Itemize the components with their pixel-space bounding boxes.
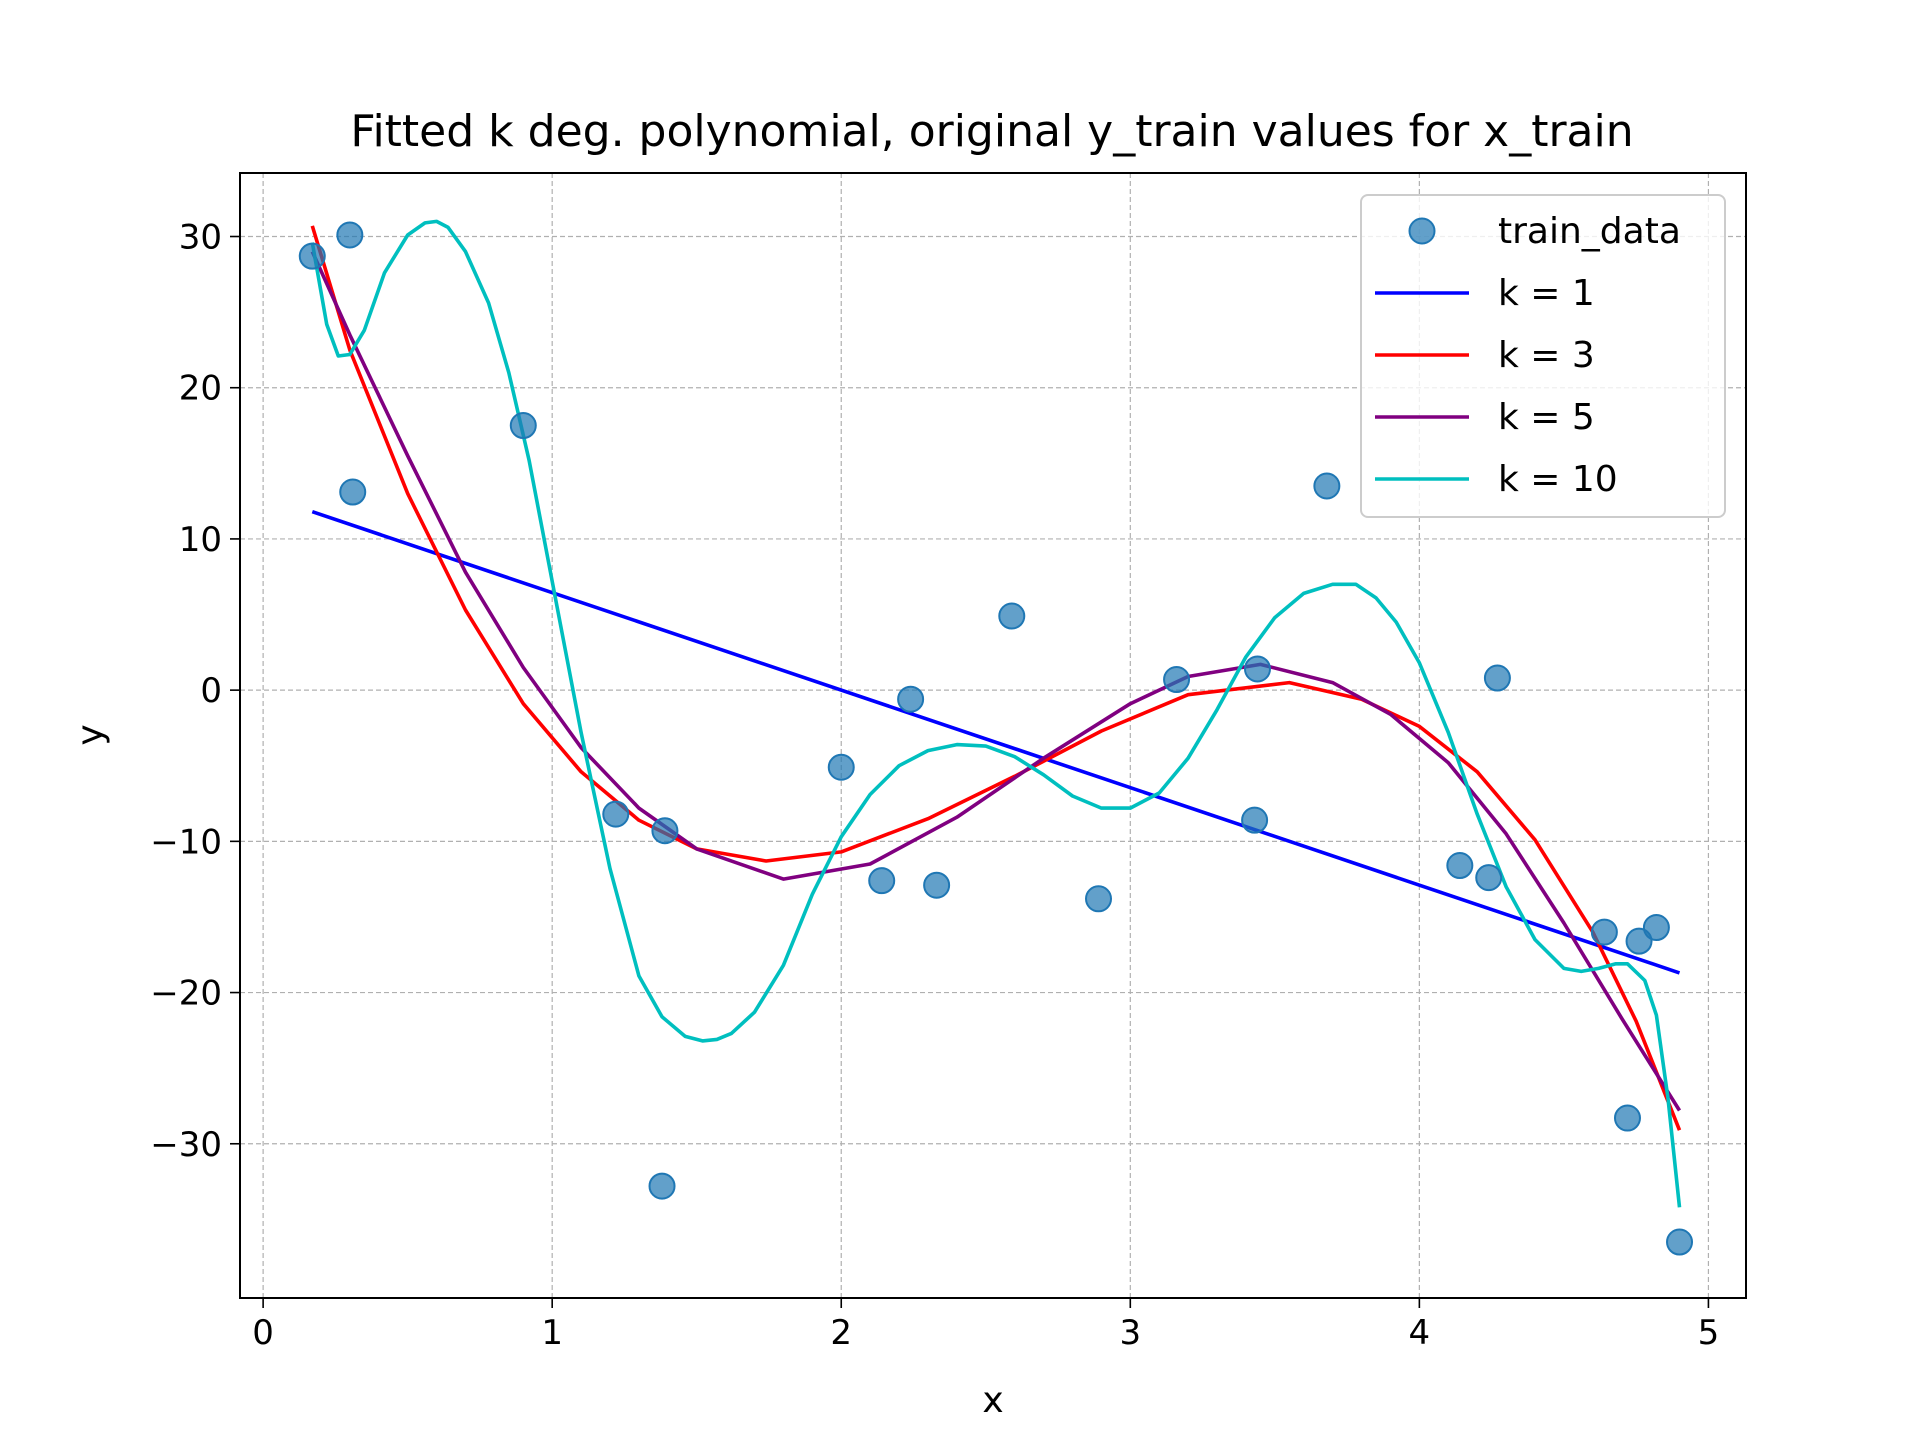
scatter-point [1313, 472, 1341, 500]
scatter-point [827, 753, 855, 781]
scatter-point [1163, 666, 1191, 694]
series-line-1 [311, 509, 1681, 975]
y-tick-label: −30 [150, 1125, 222, 1165]
scatter-point [868, 867, 896, 895]
legend-label-2: k = 3 [1498, 335, 1595, 376]
plot-frame [239, 172, 1747, 1299]
series-lines [310, 219, 1682, 1208]
legend-label-train-data: train_data [1498, 211, 1681, 252]
scatter-point [1590, 918, 1618, 946]
scatter-point [897, 685, 925, 713]
y-tick-label: 10 [179, 520, 222, 560]
series-line-4 [310, 219, 1682, 1208]
legend-box [1360, 194, 1726, 518]
y-tick-label: 0 [200, 671, 222, 711]
legend-marker-train-data [1408, 217, 1436, 245]
scatter-point [1243, 655, 1271, 683]
x-tick-label: 0 [252, 1313, 274, 1353]
y-tick-label: −10 [150, 822, 222, 862]
scatter-point [509, 412, 537, 440]
scatter-point [648, 1172, 676, 1200]
y-axis-label: y [70, 724, 111, 745]
legend-label-3: k = 5 [1498, 397, 1595, 438]
scatter-points [298, 221, 1694, 1256]
y-tick-label: 30 [179, 218, 222, 258]
scatter-point [1666, 1228, 1694, 1256]
series-line-2 [310, 225, 1682, 1131]
scatter-point [998, 602, 1026, 630]
scatter-point [339, 478, 367, 506]
y-tick-label: 20 [179, 369, 222, 409]
scatter-point [1475, 864, 1503, 892]
x-tick-label: 5 [1698, 1313, 1720, 1353]
y-tick-label: −20 [150, 974, 222, 1014]
axis-ticks: 0 1 2 3 4 5 30 20 10 0 −10 −20 −30 [150, 218, 1719, 1353]
scatter-point [1613, 1104, 1641, 1132]
grid-lines [240, 173, 1746, 1298]
scatter-point [923, 871, 951, 899]
scatter-point [1483, 664, 1511, 692]
plot-area: 0 1 2 3 4 5 30 20 10 0 −10 −20 −30 [150, 172, 1747, 1353]
scatter-point [1446, 852, 1474, 880]
x-tick-label: 3 [1119, 1313, 1141, 1353]
scatter-point [336, 221, 364, 249]
legend-label-1: k = 1 [1498, 273, 1595, 314]
chart-title: Fitted k deg. polynomial, original y_tra… [350, 106, 1633, 157]
x-tick-label: 4 [1409, 1313, 1431, 1353]
scatter-point [1241, 806, 1269, 834]
scatter-point [298, 242, 326, 270]
series-line-3 [310, 250, 1682, 1112]
x-axis-label: x [982, 1380, 1003, 1421]
x-tick-label: 1 [541, 1313, 563, 1353]
x-tick-label: 2 [830, 1313, 852, 1353]
legend-label-4: k = 10 [1498, 459, 1618, 500]
scatter-point [1642, 914, 1670, 942]
scatter-point [602, 800, 630, 828]
scatter-point [1085, 885, 1113, 913]
scatter-point [651, 817, 679, 845]
